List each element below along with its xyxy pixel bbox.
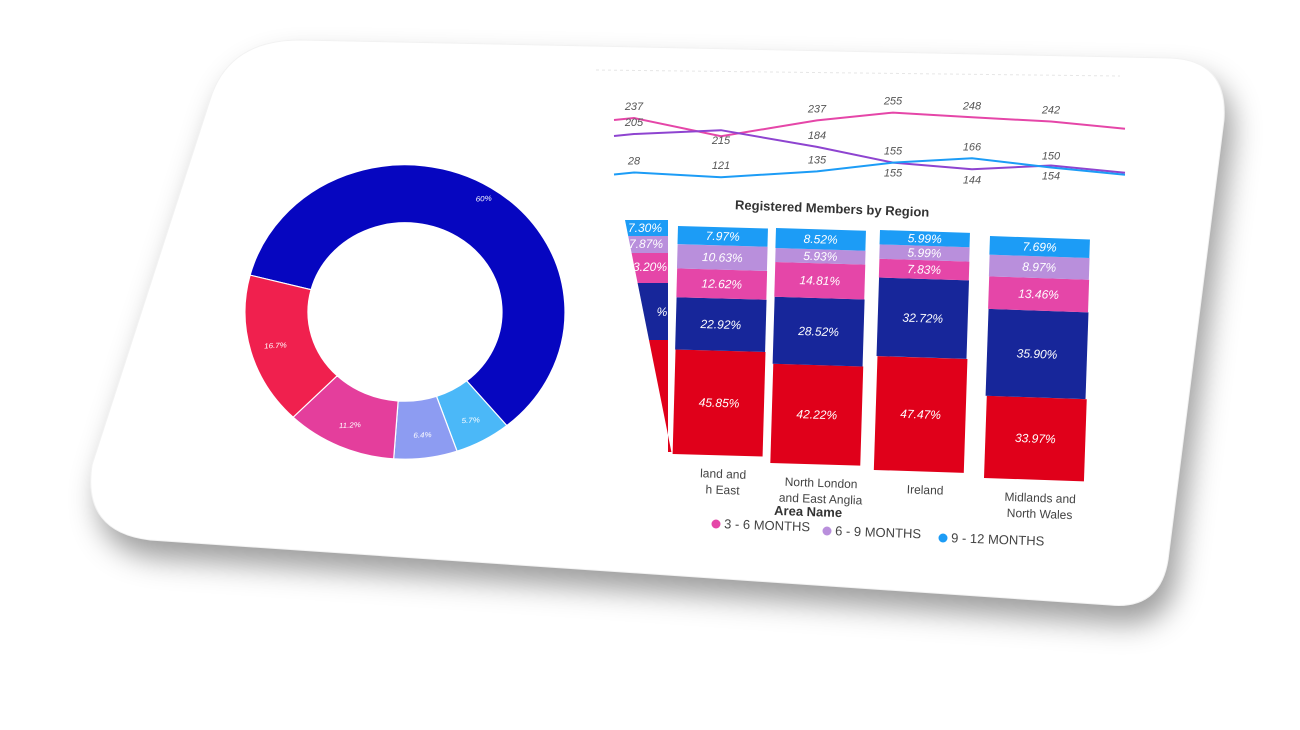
legend-swatch — [938, 533, 948, 543]
bar-segment[interactable] — [985, 308, 1089, 400]
bar-segment[interactable] — [983, 395, 1087, 482]
bar-segment[interactable] — [649, 340, 672, 452]
donut-slice[interactable] — [244, 157, 571, 437]
donut-slice-label: 16.7% — [264, 341, 287, 351]
line-point-label: 150 — [1042, 151, 1061, 163]
bar-segment[interactable] — [676, 268, 768, 300]
bar-segment-label: 28.52% — [797, 324, 839, 339]
x-tick-label: land and — [700, 466, 747, 482]
bar-segment-label: 3.20% — [633, 260, 667, 274]
bar-segment-label: 10.63% — [702, 250, 743, 265]
x-tick-label: Midlands and — [1004, 490, 1076, 506]
bar-segment[interactable] — [772, 296, 865, 367]
bar-segment-label: 7.83% — [907, 262, 942, 277]
bar-segment[interactable] — [988, 254, 1090, 280]
bar-segment[interactable] — [770, 363, 864, 466]
bar-segment[interactable] — [878, 258, 970, 281]
bar-segment-label: 5.93% — [803, 249, 838, 264]
bar-segment-label: 7.30% — [628, 221, 662, 235]
bar-segment[interactable] — [672, 349, 766, 457]
bar-segment[interactable] — [677, 226, 768, 247]
legend-swatch — [711, 519, 721, 529]
line-point-label: 155 — [884, 146, 903, 158]
line-point-label: 166 — [963, 141, 982, 153]
bar-segment-label: 7.69% — [1022, 239, 1057, 254]
x-tick-label: h East — [705, 482, 740, 497]
line-point-label: 144 — [963, 174, 981, 186]
bar-segment[interactable] — [676, 244, 768, 271]
bar-segment[interactable] — [989, 236, 1090, 259]
line-point-label: 155 — [884, 168, 903, 180]
bar-segment-label: 47.47% — [900, 407, 941, 422]
line-series[interactable] — [613, 157, 1126, 179]
line-point-label: 215 — [711, 135, 731, 147]
bar-segment[interactable] — [873, 356, 968, 473]
legend-item-label[interactable]: 6 - 9 MONTHS — [835, 523, 922, 541]
donut-chart: 60% 5.7% 6.4% 11.2% 16.7% — [243, 157, 571, 460]
line-point-label: 242 — [1041, 105, 1060, 117]
donut-slice-label: 6.4% — [413, 430, 432, 439]
bar-segment[interactable] — [637, 283, 668, 340]
line-point-label: 205 — [624, 117, 644, 129]
bar-segment-label: 13.46% — [1018, 287, 1059, 302]
bar-chart-title: Registered Members by Region — [735, 197, 930, 219]
bar-segment[interactable] — [631, 253, 668, 283]
legend: 3 - 6 MONTHS 6 - 9 MONTHS 9 - 12 MONTHS — [711, 516, 1045, 549]
bar-segment-label: 7.87% — [629, 237, 663, 251]
bar-segment[interactable] — [879, 244, 970, 262]
bar-segment-label: 5.99% — [908, 231, 943, 246]
donut-slice-label: 60% — [476, 194, 493, 203]
legend-item-label[interactable]: 9 - 12 MONTHS — [951, 530, 1045, 548]
legend-swatch — [822, 526, 832, 536]
x-tick-label: Ireland — [907, 482, 944, 497]
card-content: 60% 5.7% 6.4% 11.2% 16.7% 237 237 255 248 242 205… — [243, 69, 1126, 549]
bar-segment[interactable] — [879, 230, 970, 248]
legend-item-label[interactable]: 3 - 6 MONTHS — [724, 516, 811, 534]
bar-segment[interactable] — [876, 277, 970, 359]
bar-segment-label: 32.72% — [902, 311, 943, 326]
x-tick-label: North Wales — [1007, 506, 1073, 522]
bar-segment-label: 8.97% — [1022, 260, 1057, 275]
donut-slice-label: 11.2% — [339, 420, 362, 430]
bar-segment-label: 8.52% — [803, 232, 838, 247]
bar-segment[interactable] — [628, 236, 668, 253]
line-point-label: 121 — [712, 160, 730, 172]
bar-segment-label: 22.92% — [699, 317, 741, 332]
line-point-label: 237 — [624, 101, 644, 113]
bar-segment-label: 5.99% — [907, 245, 942, 260]
bar-segment-label: 35.90% — [1016, 346, 1057, 361]
bar-segment[interactable] — [625, 220, 668, 236]
line-point-label: 154 — [1042, 171, 1060, 183]
x-axis-title: Area Name — [774, 503, 842, 520]
bar-segment[interactable] — [775, 248, 866, 265]
bar-segment-label: % — [657, 305, 668, 319]
bar-segment-label: 12.62% — [701, 277, 742, 292]
stacked-bar-chart: Registered Members by Region Area Name 4… — [625, 197, 1090, 522]
donut-slice-label: 5.7% — [461, 416, 480, 425]
line-chart: 237 237 255 248 242 205 215 184 155 144 154 28 121 13… — [595, 69, 1126, 186]
line-series[interactable] — [613, 111, 1126, 138]
bar-segment[interactable] — [988, 276, 1090, 313]
bar-segment-label: 7.97% — [706, 229, 741, 244]
line-point-label: 237 — [807, 103, 827, 115]
donut-slice[interactable] — [243, 271, 340, 419]
bar-segment-label: 14.81% — [799, 273, 840, 288]
line-point-label: 248 — [962, 100, 982, 112]
bar-segment-label: 45.85% — [699, 395, 740, 410]
x-tick-label: and East Anglia — [779, 491, 863, 508]
line-point-label: 255 — [883, 96, 903, 108]
x-tick-label: North London — [785, 475, 858, 492]
line-point-label: 184 — [808, 130, 826, 142]
bar-segment[interactable] — [774, 261, 866, 300]
bar-segment[interactable] — [775, 227, 866, 251]
line-point-label: 135 — [808, 154, 827, 166]
bar-segment[interactable] — [675, 297, 767, 352]
line-point-label: 28 — [627, 156, 641, 168]
bar-segment-label: 42.22% — [796, 407, 837, 422]
bar-segment-label: 33.97% — [1015, 431, 1056, 446]
